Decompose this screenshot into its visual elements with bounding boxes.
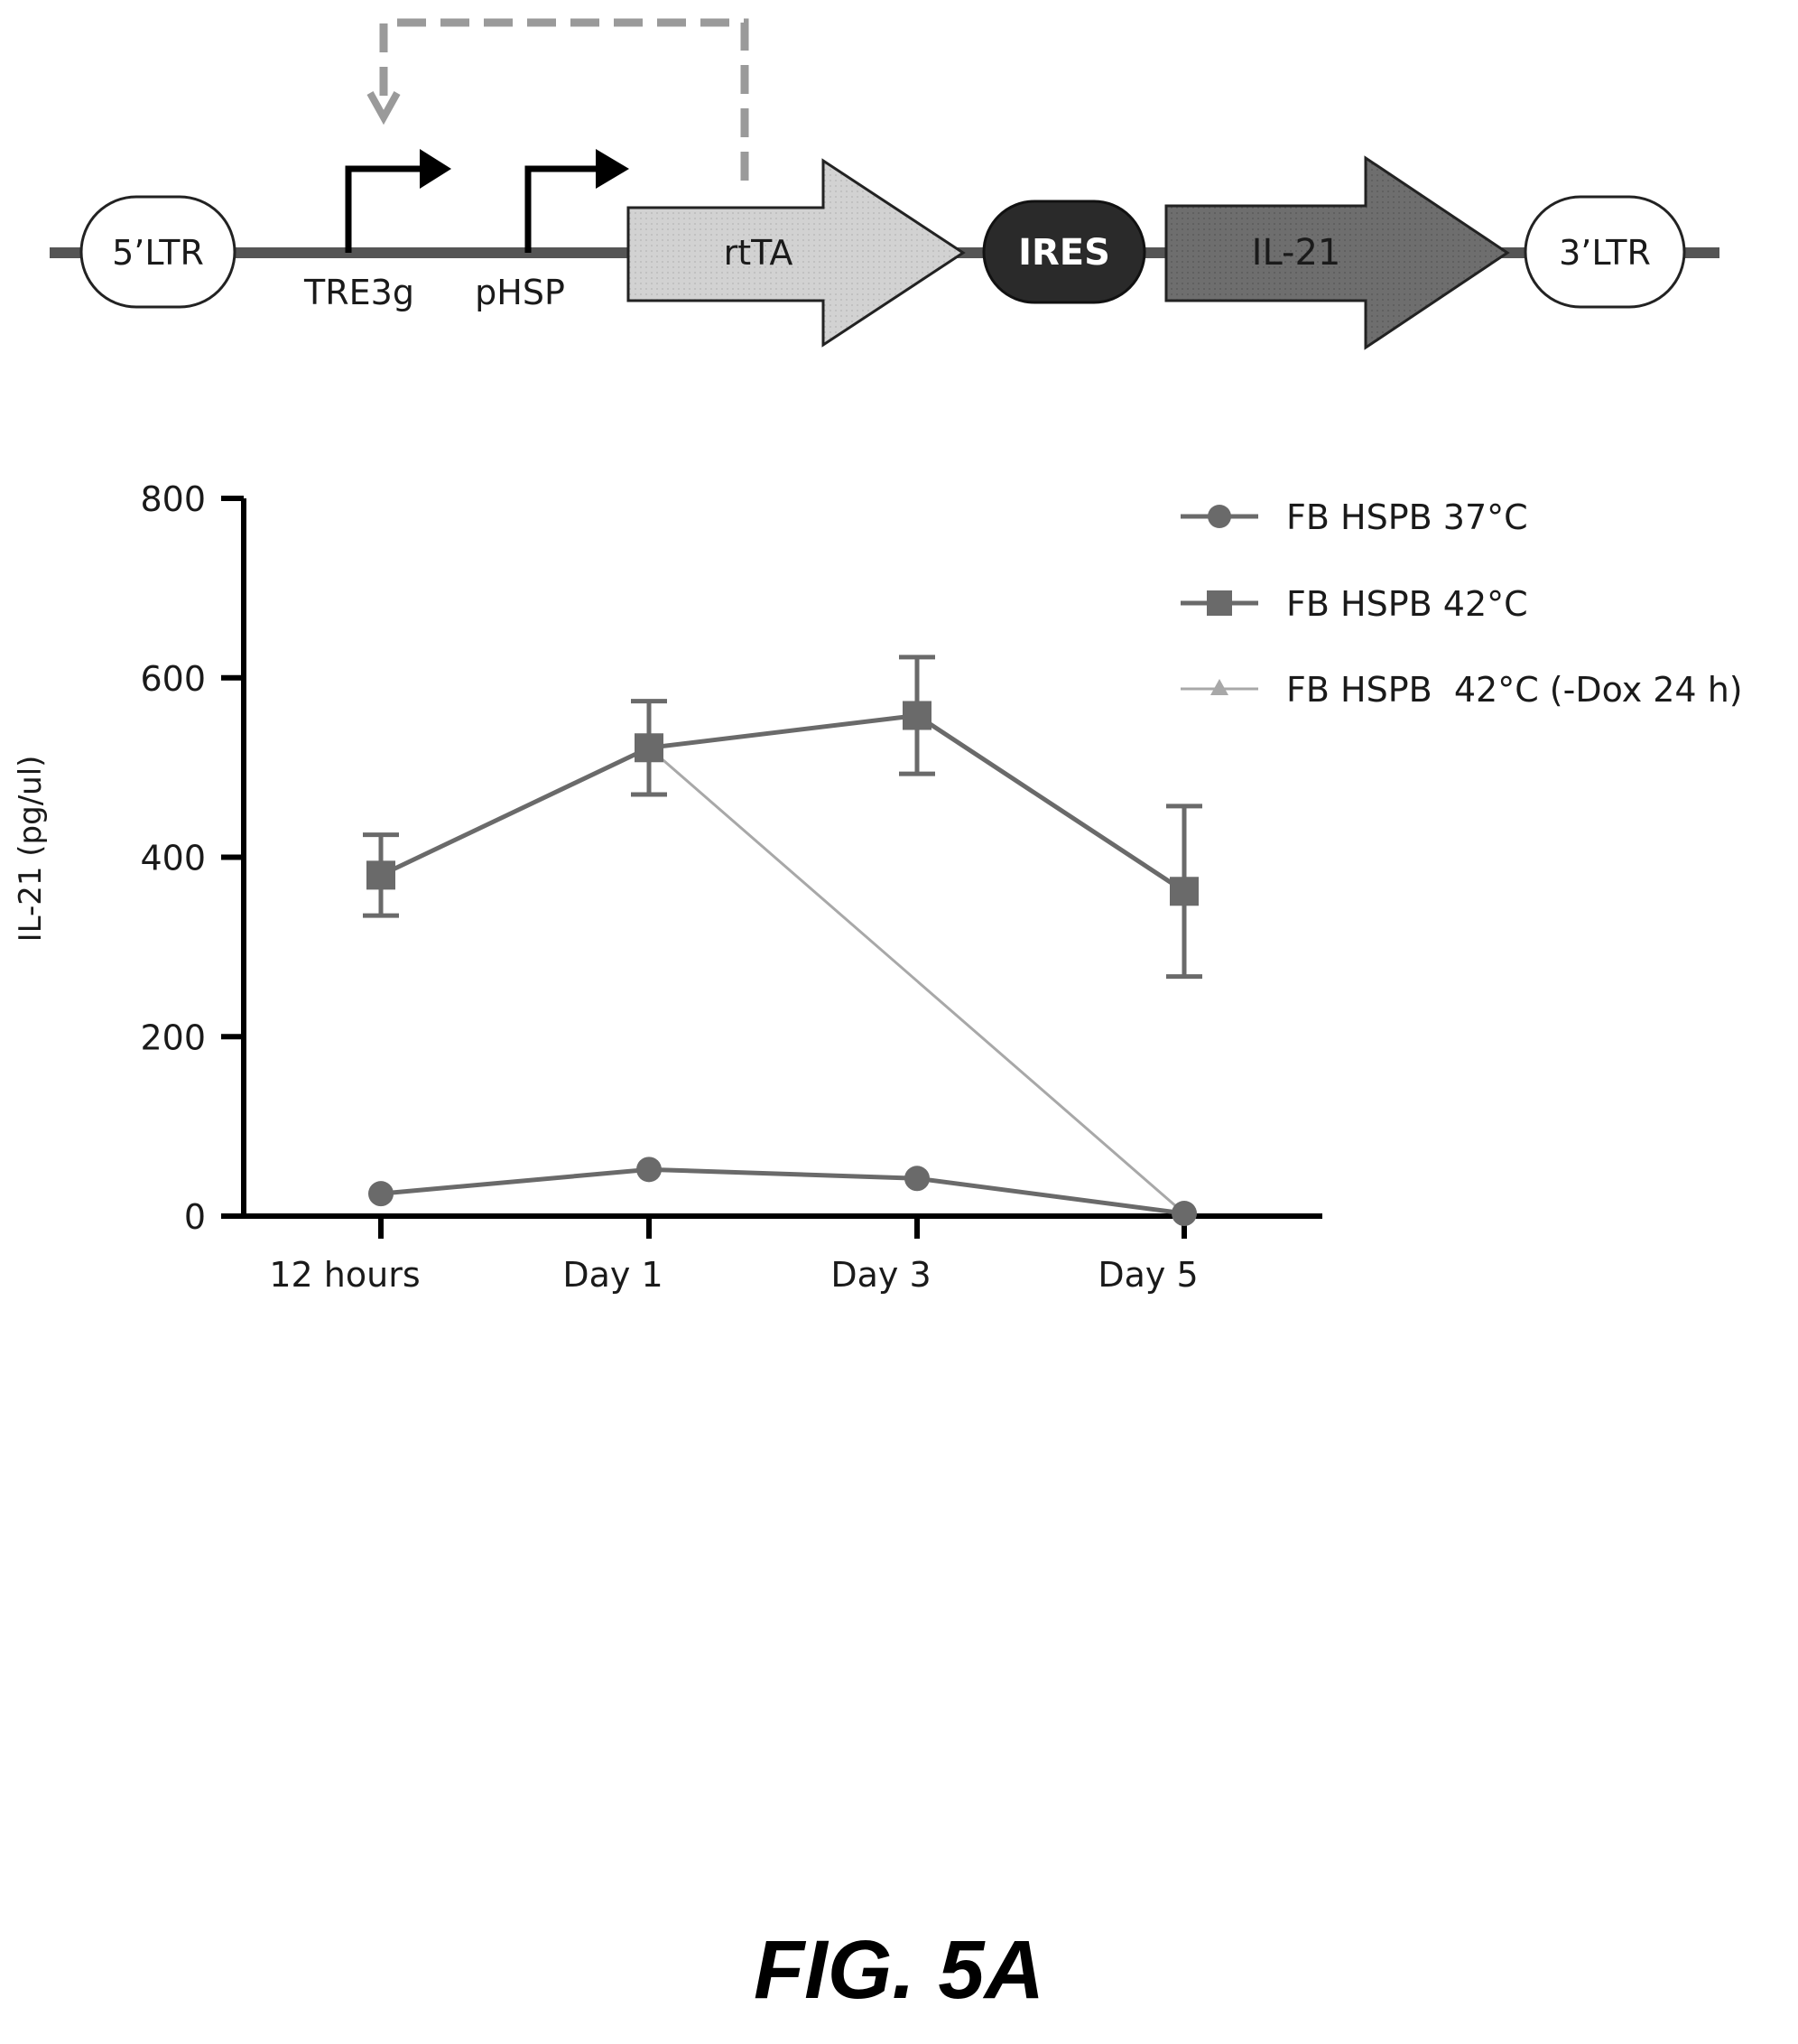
y-tick-label: 800 bbox=[140, 479, 206, 519]
x-tick-label: 12 hours bbox=[269, 1255, 420, 1295]
x-tick-label: Day 5 bbox=[1098, 1255, 1198, 1295]
series-lines bbox=[379, 712, 1186, 1216]
series-line bbox=[648, 747, 1185, 1215]
data-point-square bbox=[635, 733, 663, 763]
figure-label: FIG. 5A bbox=[753, 1924, 1045, 2016]
tre3g-label: TRE3g bbox=[303, 273, 414, 312]
data-point-square bbox=[366, 860, 395, 890]
data-point-square bbox=[903, 701, 931, 730]
il21-label: IL-21 bbox=[1252, 232, 1341, 274]
legend-marker-square bbox=[1207, 590, 1232, 616]
y-tick-label: 600 bbox=[140, 659, 206, 699]
series-line bbox=[380, 1166, 1185, 1216]
legend-label: FB HSPB 42°C (-Dox 24 h) bbox=[1286, 670, 1743, 710]
data-point-circle bbox=[368, 1181, 394, 1207]
legend-label: FB HSPB 37°C bbox=[1286, 497, 1528, 537]
data-point-circle bbox=[904, 1166, 930, 1192]
y-axis-label: IL-21 (pg/ul) bbox=[13, 756, 49, 943]
ires-box bbox=[982, 200, 1146, 304]
data-point-circle bbox=[636, 1157, 662, 1183]
ltr5-box bbox=[79, 195, 236, 309]
chart-axes bbox=[241, 498, 1322, 1219]
data-point-square bbox=[1170, 877, 1199, 906]
legend-label: FB HSPB 42°C bbox=[1286, 584, 1528, 624]
y-tick-label: 400 bbox=[140, 839, 206, 878]
ltr3-box bbox=[1524, 195, 1686, 309]
phsp-label: pHSP bbox=[475, 273, 565, 312]
tre3g-arrowhead-icon bbox=[420, 149, 451, 189]
ltr5-label: 5’LTR bbox=[112, 233, 204, 273]
feedback-arrowhead-icon bbox=[366, 91, 401, 125]
phsp-arrowhead-icon bbox=[596, 149, 629, 189]
x-tick-label: Day 3 bbox=[830, 1255, 931, 1295]
line-chart: 0 200 400 600 800 12 hours Day 1 Day 3 Day 5 IL… bbox=[13, 479, 1743, 1295]
legend-marker-circle bbox=[1208, 505, 1231, 528]
construct-diagram: 5’LTR TRE3g pHSP rtTA IRES IL-21 3’LTR bbox=[50, 18, 1719, 350]
legend-marker-triangle bbox=[1210, 679, 1228, 695]
y-tick-label: 200 bbox=[140, 1017, 206, 1057]
rtta-gene-arrow bbox=[626, 158, 966, 348]
x-ticks: 12 hours Day 1 Day 3 Day 5 bbox=[269, 1216, 1199, 1295]
ltr3-label: 3’LTR bbox=[1559, 233, 1651, 273]
error-bars bbox=[363, 655, 1202, 980]
tre3g-promoter-icon bbox=[345, 165, 424, 253]
ires-label: IRES bbox=[1018, 232, 1110, 274]
series-line bbox=[379, 712, 1186, 894]
feedback-arrow bbox=[379, 18, 749, 181]
y-tick-label: 0 bbox=[184, 1197, 206, 1237]
data-markers bbox=[366, 701, 1199, 1227]
y-ticks: 0 200 400 600 800 bbox=[140, 479, 244, 1237]
il21-gene-arrow bbox=[1164, 155, 1510, 350]
x-tick-label: Day 1 bbox=[562, 1255, 663, 1295]
chart-legend: FB HSPB 37°C FB HSPB 42°C FB HSPB 42°C (-D… bbox=[1181, 497, 1743, 710]
data-point-circle bbox=[1172, 1201, 1197, 1227]
phsp-promoter-icon bbox=[524, 165, 599, 253]
rtta-label: rtTA bbox=[724, 233, 793, 273]
